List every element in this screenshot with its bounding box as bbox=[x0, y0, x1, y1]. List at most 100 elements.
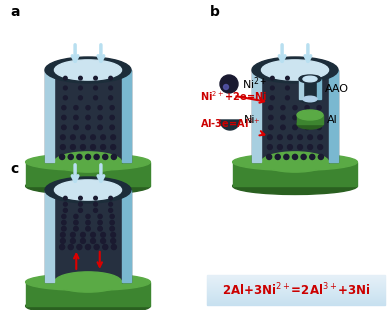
Circle shape bbox=[64, 202, 67, 206]
Circle shape bbox=[305, 115, 309, 120]
Text: 2Al+3Ni$^{2+}$=2Al$^{3+}$+3Ni: 2Al+3Ni$^{2+}$=2Al$^{3+}$+3Ni bbox=[221, 282, 370, 298]
FancyBboxPatch shape bbox=[54, 70, 122, 162]
Circle shape bbox=[318, 135, 323, 140]
Circle shape bbox=[220, 75, 238, 93]
Circle shape bbox=[80, 238, 85, 243]
Circle shape bbox=[318, 145, 323, 149]
Circle shape bbox=[60, 154, 65, 159]
FancyBboxPatch shape bbox=[25, 282, 151, 306]
FancyBboxPatch shape bbox=[45, 190, 54, 282]
Circle shape bbox=[110, 125, 114, 130]
Circle shape bbox=[109, 196, 113, 200]
FancyBboxPatch shape bbox=[207, 279, 385, 280]
FancyBboxPatch shape bbox=[122, 190, 131, 282]
Circle shape bbox=[103, 154, 108, 159]
Circle shape bbox=[284, 154, 289, 159]
FancyBboxPatch shape bbox=[207, 286, 385, 287]
Circle shape bbox=[74, 226, 78, 231]
FancyBboxPatch shape bbox=[207, 281, 385, 282]
FancyBboxPatch shape bbox=[207, 301, 385, 302]
Wedge shape bbox=[220, 120, 240, 130]
Circle shape bbox=[98, 220, 102, 225]
Circle shape bbox=[109, 76, 113, 80]
FancyBboxPatch shape bbox=[207, 293, 385, 294]
FancyBboxPatch shape bbox=[207, 280, 385, 281]
Circle shape bbox=[94, 96, 98, 100]
Circle shape bbox=[64, 208, 67, 212]
Ellipse shape bbox=[45, 57, 131, 83]
Circle shape bbox=[281, 125, 285, 130]
Circle shape bbox=[74, 115, 78, 120]
Circle shape bbox=[79, 196, 82, 200]
Circle shape bbox=[308, 145, 312, 149]
Circle shape bbox=[79, 76, 82, 80]
Circle shape bbox=[111, 238, 116, 243]
Ellipse shape bbox=[54, 272, 122, 292]
Circle shape bbox=[269, 106, 273, 110]
Circle shape bbox=[318, 154, 323, 159]
Circle shape bbox=[91, 135, 95, 140]
Circle shape bbox=[111, 154, 116, 159]
FancyBboxPatch shape bbox=[207, 299, 385, 300]
Circle shape bbox=[94, 76, 97, 80]
Circle shape bbox=[62, 125, 66, 130]
Circle shape bbox=[78, 96, 82, 100]
Circle shape bbox=[62, 115, 66, 120]
FancyBboxPatch shape bbox=[207, 282, 385, 283]
Ellipse shape bbox=[45, 177, 131, 203]
Circle shape bbox=[111, 135, 116, 140]
Circle shape bbox=[62, 220, 66, 225]
Circle shape bbox=[267, 145, 272, 149]
Circle shape bbox=[68, 245, 73, 250]
Circle shape bbox=[60, 145, 65, 149]
Circle shape bbox=[86, 226, 90, 231]
Ellipse shape bbox=[25, 153, 151, 170]
Circle shape bbox=[60, 232, 65, 237]
Ellipse shape bbox=[261, 152, 328, 172]
Circle shape bbox=[111, 232, 116, 237]
Circle shape bbox=[71, 135, 75, 140]
Circle shape bbox=[288, 135, 292, 140]
Circle shape bbox=[85, 154, 91, 159]
Circle shape bbox=[101, 135, 105, 140]
Ellipse shape bbox=[25, 273, 151, 290]
FancyBboxPatch shape bbox=[207, 300, 385, 301]
Circle shape bbox=[109, 96, 113, 100]
Text: Ni$^{2+}$+2e=Ni: Ni$^{2+}$+2e=Ni bbox=[200, 89, 267, 103]
Circle shape bbox=[285, 96, 289, 100]
Circle shape bbox=[305, 125, 309, 130]
Circle shape bbox=[278, 145, 282, 149]
Circle shape bbox=[316, 96, 319, 100]
Circle shape bbox=[286, 86, 289, 90]
Ellipse shape bbox=[303, 76, 317, 82]
Circle shape bbox=[91, 232, 95, 237]
FancyBboxPatch shape bbox=[207, 292, 385, 293]
FancyBboxPatch shape bbox=[232, 162, 358, 186]
Ellipse shape bbox=[261, 60, 328, 80]
Circle shape bbox=[98, 115, 102, 120]
Circle shape bbox=[270, 76, 274, 80]
Circle shape bbox=[64, 196, 67, 200]
Text: b: b bbox=[210, 5, 220, 19]
FancyBboxPatch shape bbox=[207, 291, 385, 292]
Circle shape bbox=[94, 208, 98, 212]
Circle shape bbox=[64, 96, 67, 100]
Ellipse shape bbox=[54, 152, 122, 172]
Circle shape bbox=[62, 226, 66, 231]
Circle shape bbox=[86, 215, 90, 219]
FancyBboxPatch shape bbox=[25, 162, 151, 186]
FancyBboxPatch shape bbox=[207, 297, 385, 298]
Circle shape bbox=[91, 145, 96, 149]
Circle shape bbox=[310, 154, 315, 159]
Ellipse shape bbox=[54, 180, 122, 200]
Circle shape bbox=[74, 220, 78, 225]
Circle shape bbox=[308, 135, 312, 140]
Circle shape bbox=[269, 125, 273, 130]
Ellipse shape bbox=[297, 110, 323, 120]
Circle shape bbox=[60, 238, 65, 243]
Circle shape bbox=[91, 238, 96, 243]
Circle shape bbox=[270, 86, 274, 90]
Circle shape bbox=[317, 125, 321, 130]
Circle shape bbox=[74, 215, 78, 219]
Circle shape bbox=[316, 76, 319, 80]
